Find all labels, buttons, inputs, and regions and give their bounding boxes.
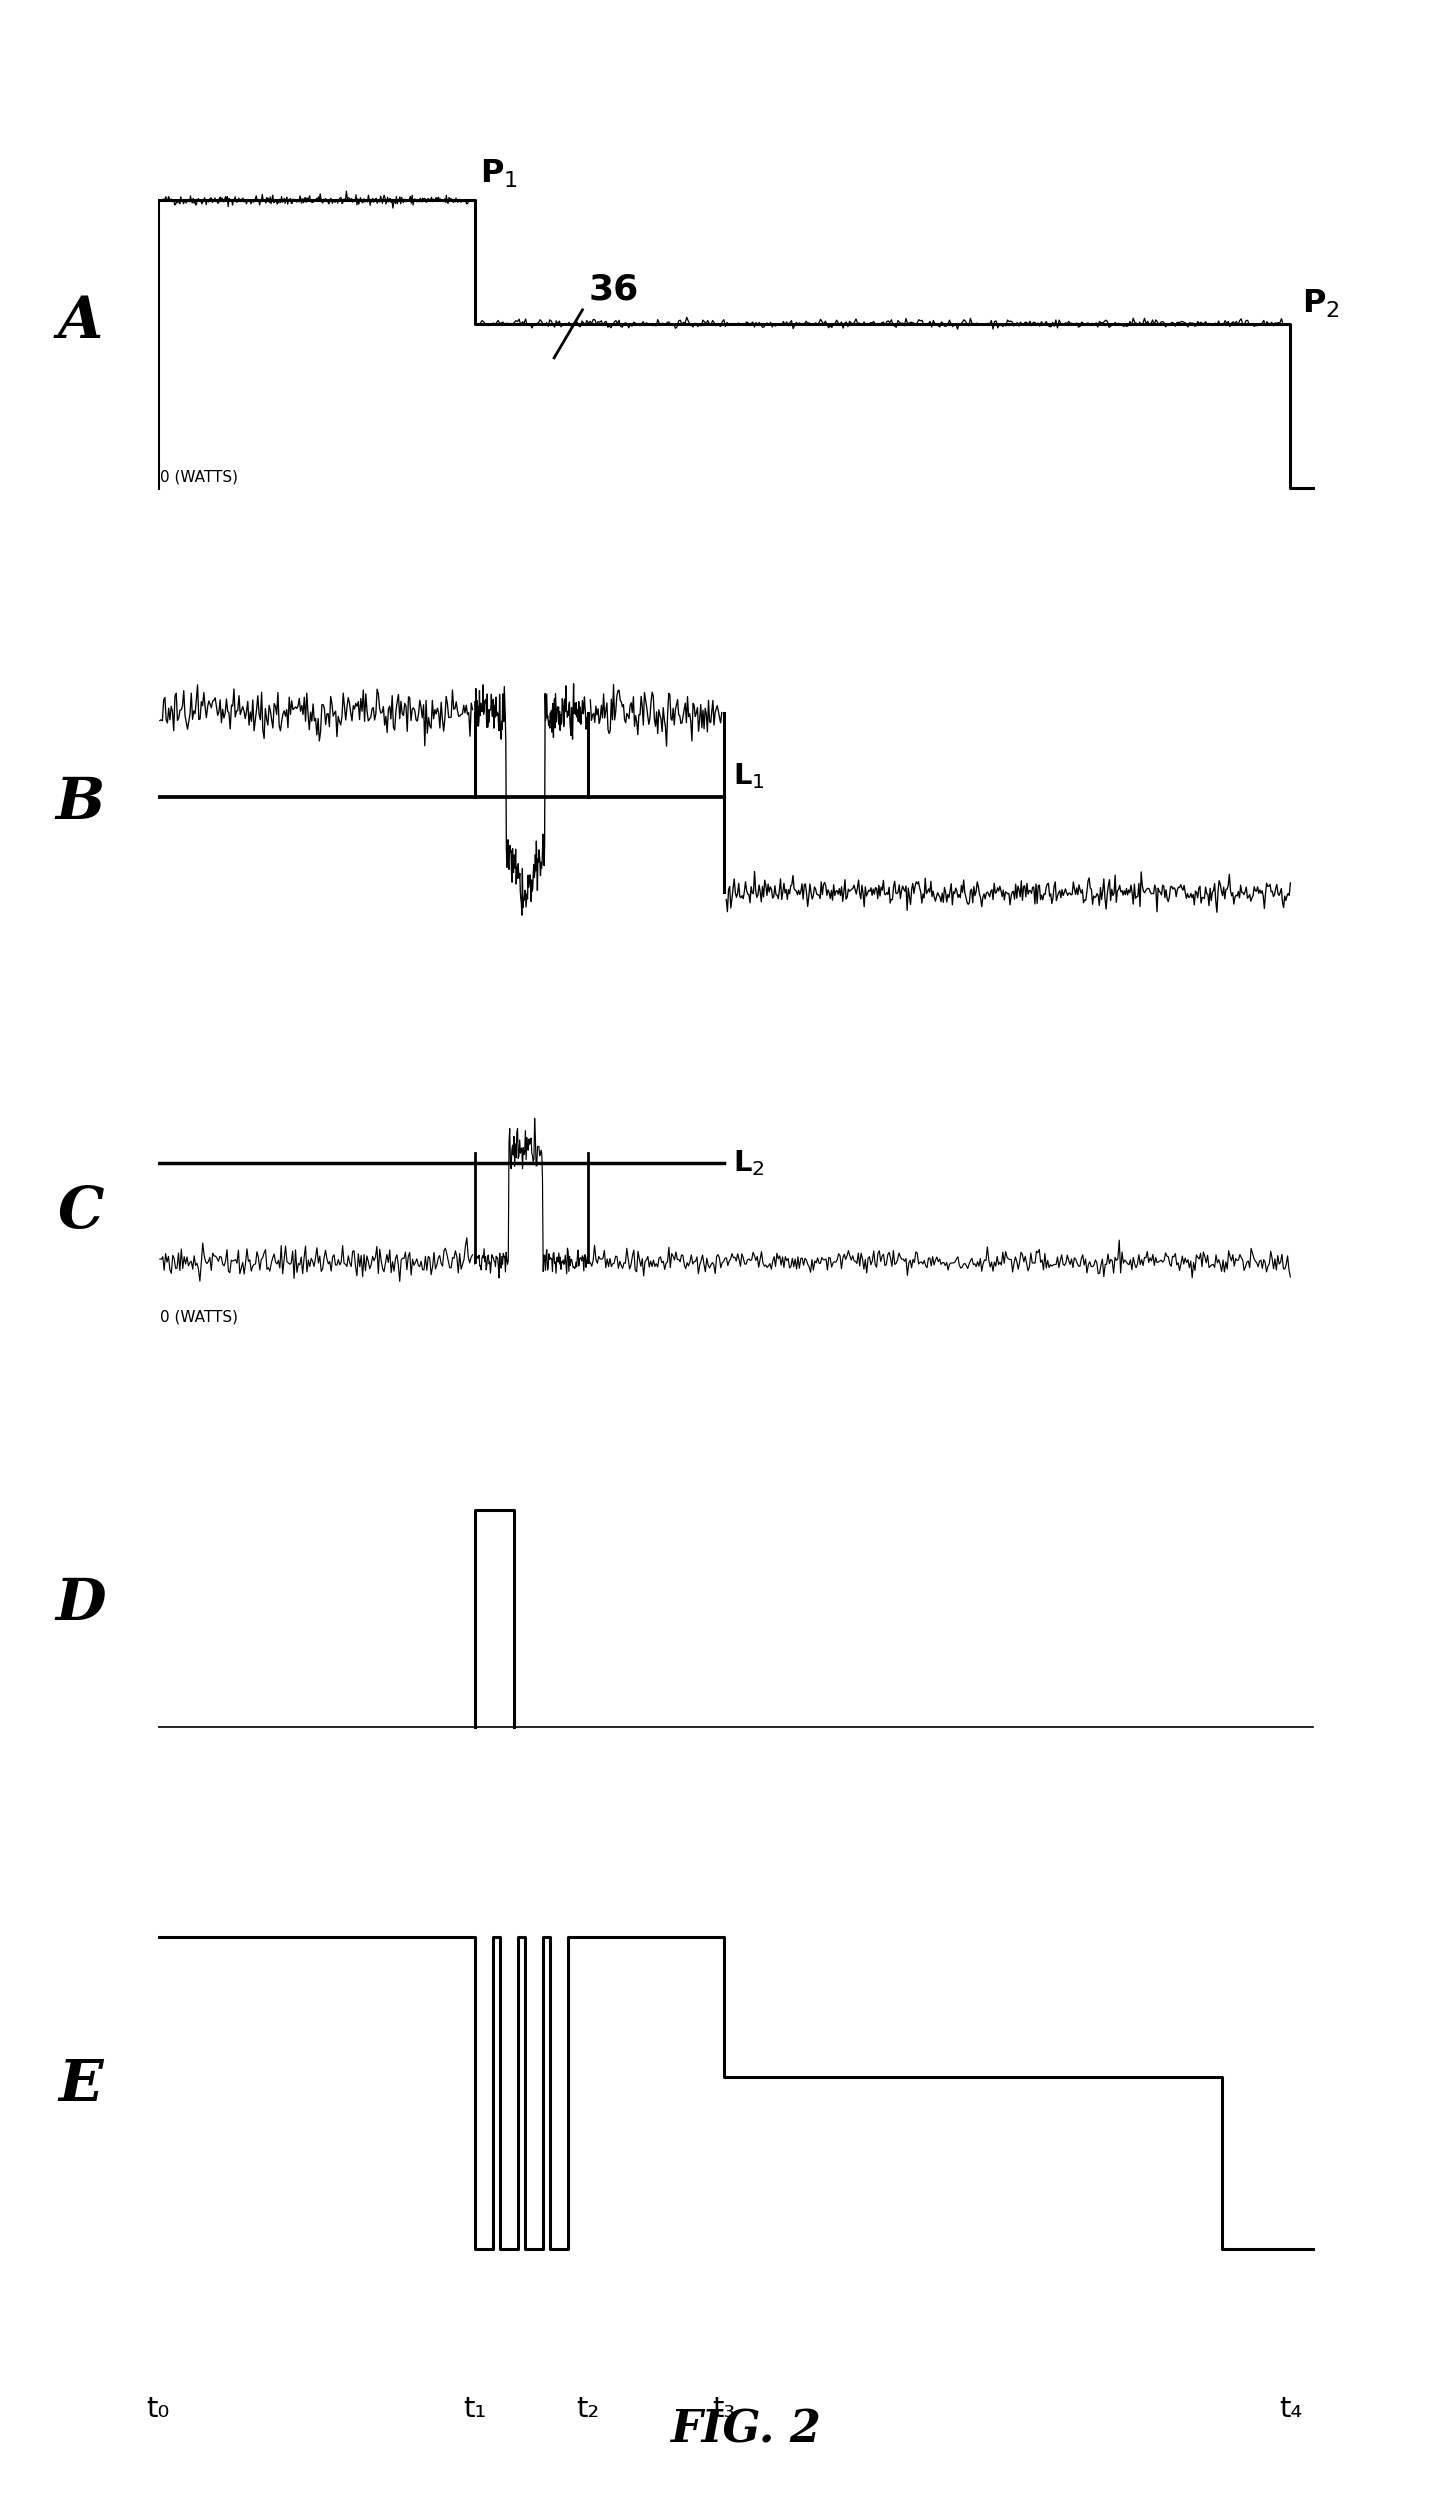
Text: E: E xyxy=(59,2058,103,2112)
Text: B: B xyxy=(56,775,105,830)
Text: 0 (WATTS): 0 (WATTS) xyxy=(160,470,238,485)
Text: t₁: t₁ xyxy=(463,2395,486,2422)
Text: C: C xyxy=(57,1185,103,1240)
Text: L$_1$: L$_1$ xyxy=(734,762,765,790)
Text: t₃: t₃ xyxy=(712,2395,735,2422)
Text: P$_1$: P$_1$ xyxy=(480,158,519,190)
Text: FIG. 2: FIG. 2 xyxy=(669,2408,821,2452)
Text: t₀: t₀ xyxy=(146,2395,169,2422)
Text: L$_2$: L$_2$ xyxy=(734,1148,765,1178)
Text: t₄: t₄ xyxy=(1278,2395,1303,2422)
Text: P$_2$: P$_2$ xyxy=(1301,288,1340,320)
Text: 36: 36 xyxy=(588,272,638,308)
Text: D: D xyxy=(54,1575,106,1632)
Text: A: A xyxy=(57,292,103,350)
Text: t₂: t₂ xyxy=(576,2395,599,2422)
Text: 0 (WATTS): 0 (WATTS) xyxy=(160,1310,238,1325)
